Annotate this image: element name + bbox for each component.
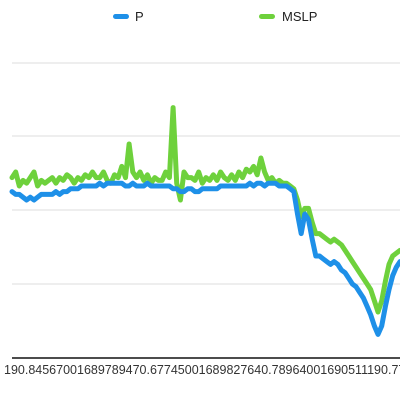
legend-item-mslp[interactable]: MSLP <box>259 9 317 24</box>
series-line-mslp[interactable] <box>9 105 400 315</box>
legend-swatch-p <box>113 14 129 19</box>
legend-item-p[interactable]: P <box>113 9 144 24</box>
series-layer <box>9 105 400 337</box>
x-tick-label: 190.84567001689789470.67745001689827640.… <box>4 363 400 377</box>
legend-label-mslp: MSLP <box>282 9 317 24</box>
legend-swatch-mslp <box>259 14 275 19</box>
gridlines <box>12 62 400 285</box>
series-line-p[interactable] <box>9 180 400 337</box>
legend-label-p: P <box>135 9 144 24</box>
legend: P MSLP <box>113 9 317 24</box>
